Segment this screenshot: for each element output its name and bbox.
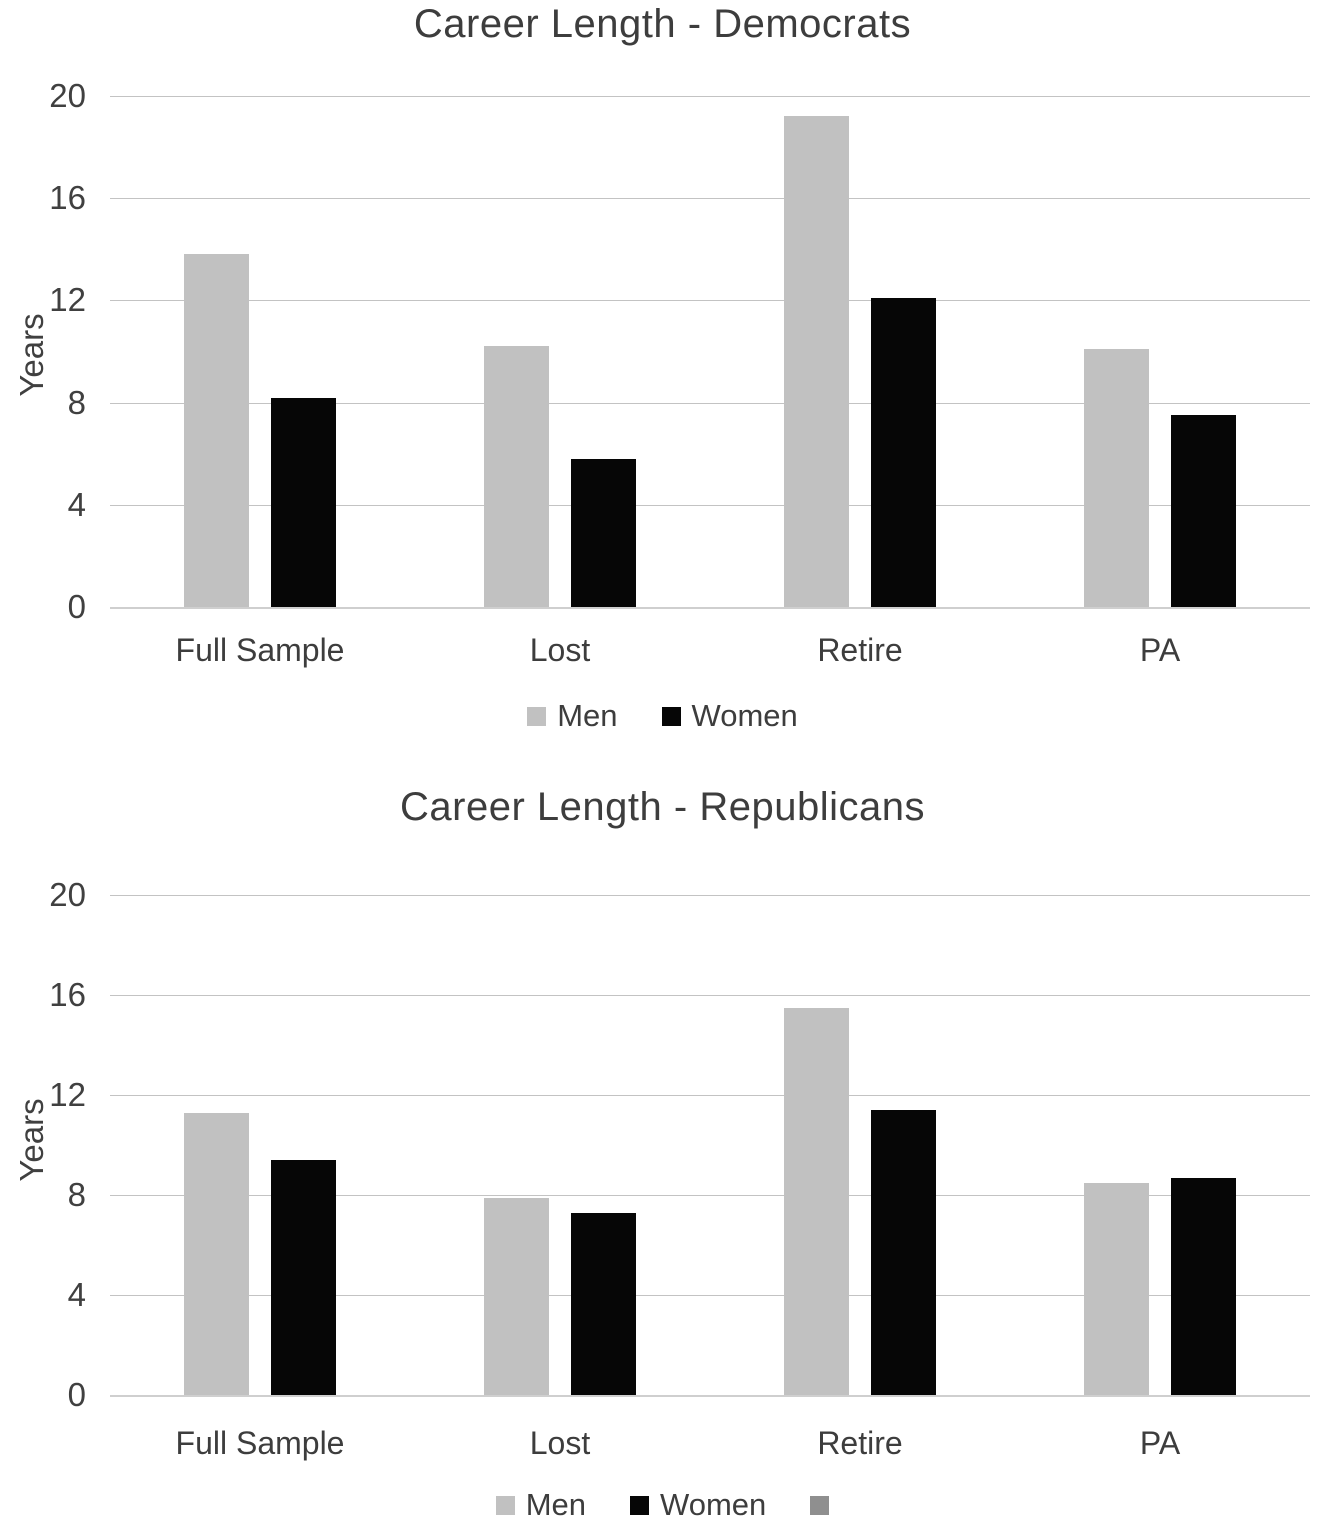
bar-group-retire	[710, 96, 1010, 607]
legend-item-unlabeled	[810, 1495, 830, 1515]
legend: Men Women	[0, 698, 1325, 734]
legend-label: Men	[557, 698, 618, 733]
gridline	[110, 1295, 1310, 1296]
bar-women	[871, 297, 936, 607]
category-label: Lost	[529, 632, 591, 668]
legend: Men Women	[0, 1487, 1325, 1523]
gridline	[110, 198, 1310, 200]
legend-label: Women	[660, 1487, 767, 1522]
category-label: Lost	[529, 1425, 591, 1461]
bar-women	[271, 397, 336, 607]
y-tick-label: 4	[67, 485, 86, 523]
category-label: PA	[1139, 1425, 1181, 1461]
bar-group-pa	[1010, 895, 1310, 1395]
bar-group-lost	[410, 895, 710, 1395]
y-tick-label: 4	[67, 1276, 86, 1313]
gridline	[110, 1195, 1310, 1196]
gridline	[110, 96, 1310, 97]
bar-women	[1171, 1177, 1236, 1395]
bars-row	[110, 96, 1310, 607]
gridline	[110, 995, 1310, 996]
category-label: PA	[1139, 632, 1181, 668]
category-label: Full Sample	[175, 632, 345, 668]
bar-group-lost	[410, 96, 710, 607]
bar-group-full-sample	[110, 96, 410, 607]
bar-men	[184, 1112, 249, 1395]
bar-men	[484, 346, 549, 607]
gridline	[110, 895, 1310, 896]
legend-item-women: Women	[630, 1487, 766, 1523]
category-label: Retire	[817, 632, 903, 668]
gridline	[110, 1095, 1310, 1096]
legend-item-men: Men	[527, 698, 618, 734]
bar-men	[184, 254, 249, 607]
bar-women	[571, 1212, 636, 1395]
bar-women	[571, 458, 636, 607]
bar-men	[784, 116, 849, 607]
y-tick-label: 0	[67, 1376, 86, 1413]
legend-swatch-icon	[661, 706, 681, 726]
gridline	[110, 300, 1310, 302]
legend-swatch-icon	[527, 706, 547, 726]
y-axis-label: Years	[13, 313, 50, 397]
legend-swatch-icon	[810, 1495, 830, 1515]
x-axis-category-labels: Full Sample Lost Retire PA	[110, 632, 1310, 669]
y-tick-label: 8	[67, 383, 86, 421]
y-tick-label: 20	[49, 77, 86, 114]
legend-label: Women	[691, 698, 798, 733]
bar-women	[1171, 415, 1236, 607]
x-axis-category-labels: Full Sample Lost Retire PA	[110, 1425, 1310, 1462]
y-axis-label: Years	[13, 1098, 50, 1182]
bar-group-pa	[1010, 96, 1310, 607]
chart-democrats: Career Length - Democrats Years 20 16 12 8 4…	[0, 0, 1325, 760]
bar-men	[1084, 1182, 1149, 1395]
bar-men	[784, 1007, 849, 1395]
y-tick-label: 12	[49, 281, 86, 319]
plot-area: 20 16 12 8 4 0	[49, 77, 1310, 625]
y-tick-label: 12	[49, 1076, 86, 1113]
gridline	[110, 402, 1310, 404]
y-tick-label: 0	[67, 588, 86, 625]
category-label: Full Sample	[175, 1425, 345, 1461]
chart-title: Career Length - Democrats	[413, 2, 912, 46]
bar-group-retire	[710, 895, 1010, 1395]
bar-women	[871, 1110, 936, 1395]
legend-swatch-icon	[495, 1495, 515, 1515]
legend-item-women: Women	[661, 698, 798, 734]
gridline	[110, 504, 1310, 506]
bars-row	[110, 895, 1310, 1395]
bar-women	[271, 1160, 336, 1395]
plot-area: 20 16 12 8 4 0	[49, 876, 1310, 1413]
chart-title: Career Length - Republicans	[400, 785, 925, 829]
y-tick-label: 8	[67, 1176, 86, 1213]
legend-swatch-icon	[630, 1495, 650, 1515]
chart-republicans: Career Length - Republicans Years 20 16 12…	[0, 763, 1325, 1523]
bar-men	[1084, 348, 1149, 607]
y-tick-label: 20	[49, 876, 86, 913]
legend-label: Men	[525, 1487, 587, 1522]
category-label: Retire	[817, 1425, 903, 1461]
bar-group-full-sample	[110, 895, 410, 1395]
bar-men	[484, 1197, 549, 1395]
y-tick-label: 16	[49, 976, 86, 1013]
y-tick-label: 16	[49, 179, 86, 217]
legend-item-men: Men	[495, 1487, 587, 1523]
